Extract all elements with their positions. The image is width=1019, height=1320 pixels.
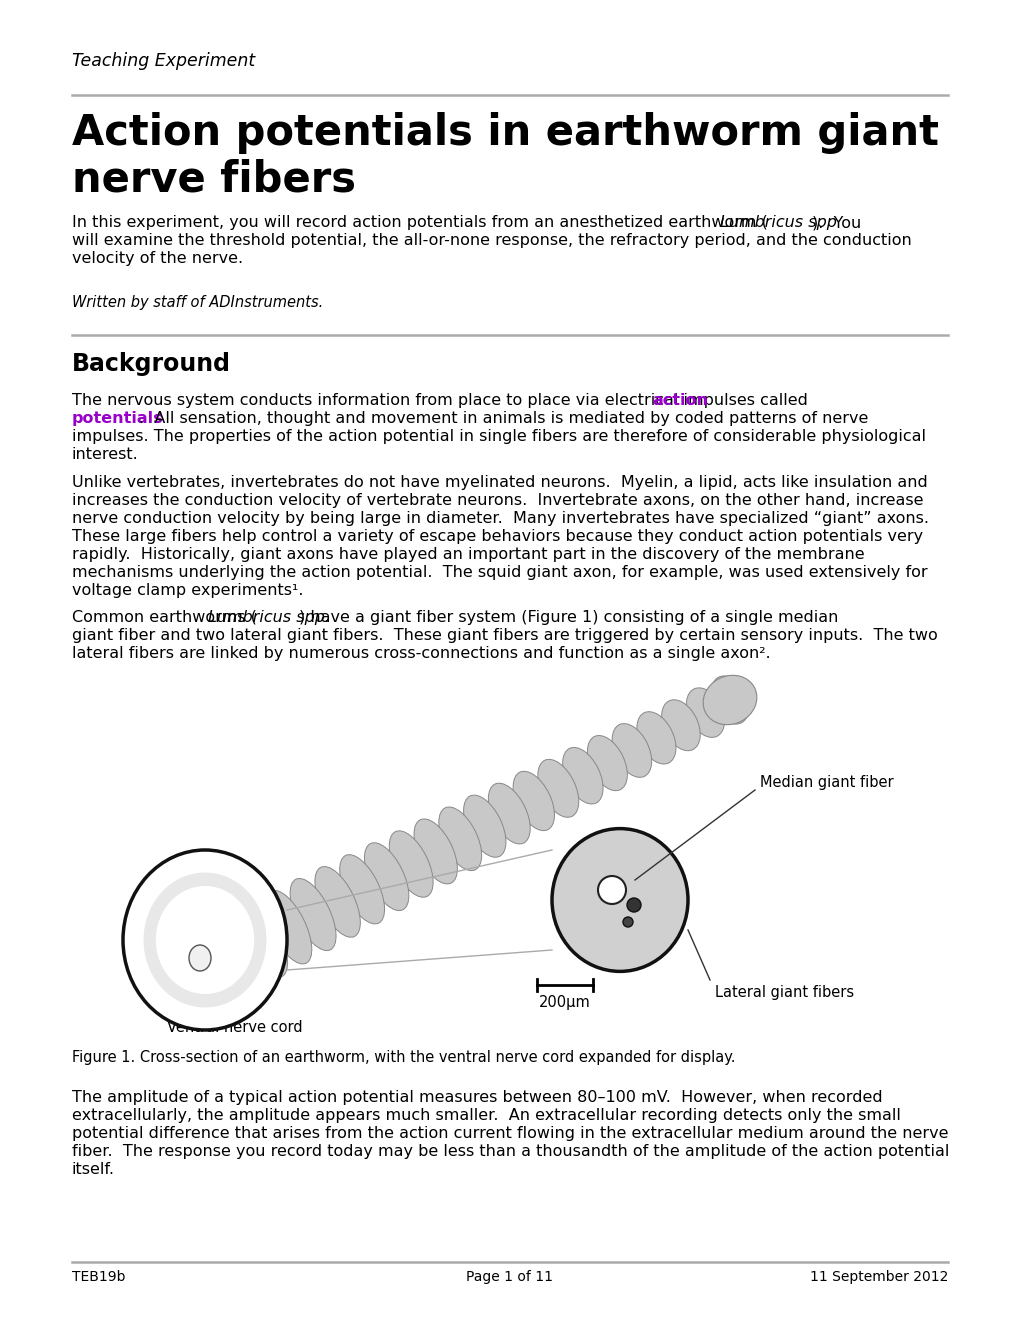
Ellipse shape — [627, 898, 640, 912]
Text: itself.: itself. — [72, 1162, 115, 1177]
Ellipse shape — [389, 830, 433, 898]
Text: increases the conduction velocity of vertebrate neurons.  Invertebrate axons, on: increases the conduction velocity of ver… — [72, 492, 922, 508]
Text: Ventral nerve cord: Ventral nerve cord — [167, 1020, 303, 1035]
Ellipse shape — [265, 891, 312, 964]
Ellipse shape — [144, 873, 266, 1007]
Text: will examine the threshold potential, the all-or-none response, the refractory p: will examine the threshold potential, th… — [72, 234, 911, 248]
Text: velocity of the nerve.: velocity of the nerve. — [72, 251, 243, 267]
Text: In this experiment, you will record action potentials from an anesthetized earth: In this experiment, you will record acti… — [72, 215, 767, 230]
Text: The amplitude of a typical action potential measures between 80–100 mV.  However: The amplitude of a typical action potent… — [72, 1090, 881, 1105]
Text: potentials: potentials — [72, 411, 163, 426]
Ellipse shape — [156, 886, 254, 994]
Text: Lumbricus spp: Lumbricus spp — [719, 215, 836, 230]
Text: Teaching Experiment: Teaching Experiment — [72, 51, 255, 70]
Text: action: action — [652, 393, 708, 408]
Text: extracellularly, the amplitude appears much smaller.  An extracellular recording: extracellularly, the amplitude appears m… — [72, 1107, 900, 1123]
Ellipse shape — [710, 676, 748, 725]
Ellipse shape — [315, 866, 360, 937]
Ellipse shape — [216, 915, 263, 990]
Text: ).  You: ). You — [811, 215, 860, 230]
Text: fiber.  The response you record today may be less than a thousandth of the ampli: fiber. The response you record today may… — [72, 1144, 949, 1159]
Ellipse shape — [189, 945, 211, 972]
Text: Page 1 of 11: Page 1 of 11 — [466, 1270, 553, 1284]
Ellipse shape — [414, 818, 457, 884]
Ellipse shape — [364, 842, 409, 911]
Text: nerve fibers: nerve fibers — [72, 158, 356, 201]
Ellipse shape — [240, 903, 287, 977]
Ellipse shape — [623, 917, 633, 927]
Text: Lateral giant fibers: Lateral giant fibers — [714, 985, 853, 1001]
Text: Background: Background — [72, 352, 230, 376]
Text: potential difference that arises from the action current flowing in the extracel: potential difference that arises from th… — [72, 1126, 948, 1140]
Ellipse shape — [464, 795, 505, 857]
Text: Figure 1. Cross-section of an earthworm, with the ventral nerve cord expanded fo: Figure 1. Cross-section of an earthworm,… — [72, 1049, 735, 1065]
Text: Common earthworms (: Common earthworms ( — [72, 610, 257, 624]
Ellipse shape — [661, 700, 700, 751]
Text: Lumbricus spp.: Lumbricus spp. — [208, 610, 330, 624]
Ellipse shape — [191, 927, 238, 1005]
Text: impulses. The properties of the action potential in single fibers are therefore : impulses. The properties of the action p… — [72, 429, 925, 444]
Text: Median giant fiber: Median giant fiber — [759, 775, 893, 789]
Ellipse shape — [636, 711, 676, 764]
Ellipse shape — [123, 850, 286, 1030]
Text: voltage clamp experiments¹.: voltage clamp experiments¹. — [72, 583, 304, 598]
Text: The nervous system conducts information from place to place via electrical impul: The nervous system conducts information … — [72, 393, 812, 408]
Text: .  All sensation, thought and movement in animals is mediated by coded patterns : . All sensation, thought and movement in… — [139, 411, 867, 426]
Ellipse shape — [537, 759, 578, 817]
Text: These large fibers help control a variety of escape behaviors because they condu: These large fibers help control a variet… — [72, 529, 922, 544]
Ellipse shape — [488, 783, 530, 843]
Ellipse shape — [702, 676, 756, 725]
Ellipse shape — [438, 807, 481, 871]
Text: Written by staff of ADInstruments.: Written by staff of ADInstruments. — [72, 294, 323, 310]
Text: Unlike vertebrates, invertebrates do not have myelinated neurons.  Myelin, a lip: Unlike vertebrates, invertebrates do not… — [72, 475, 927, 490]
Ellipse shape — [686, 688, 723, 738]
Text: mechanisms underlying the action potential.  The squid giant axon, for example, : mechanisms underlying the action potenti… — [72, 565, 926, 579]
Text: Action potentials in earthworm giant: Action potentials in earthworm giant — [72, 112, 938, 154]
Ellipse shape — [339, 854, 384, 924]
Ellipse shape — [562, 747, 602, 804]
Text: lateral fibers are linked by numerous cross-connections and function as a single: lateral fibers are linked by numerous cr… — [72, 645, 770, 661]
Text: 11 September 2012: 11 September 2012 — [809, 1270, 947, 1284]
Ellipse shape — [551, 829, 688, 972]
Text: rapidly.  Historically, giant axons have played an important part in the discove: rapidly. Historically, giant axons have … — [72, 546, 864, 562]
Text: ) have a giant fiber system (Figure 1) consisting of a single median: ) have a giant fiber system (Figure 1) c… — [299, 610, 838, 624]
Ellipse shape — [587, 735, 627, 791]
Ellipse shape — [289, 879, 335, 950]
Text: 200μm: 200μm — [539, 995, 590, 1010]
Ellipse shape — [611, 723, 651, 777]
Text: nerve conduction velocity by being large in diameter.  Many invertebrates have s: nerve conduction velocity by being large… — [72, 511, 928, 525]
Ellipse shape — [597, 876, 626, 904]
Text: TEB19b: TEB19b — [72, 1270, 125, 1284]
Ellipse shape — [513, 771, 554, 830]
Text: giant fiber and two lateral giant fibers.  These giant fibers are triggered by c: giant fiber and two lateral giant fibers… — [72, 628, 936, 643]
Text: interest.: interest. — [72, 447, 139, 462]
